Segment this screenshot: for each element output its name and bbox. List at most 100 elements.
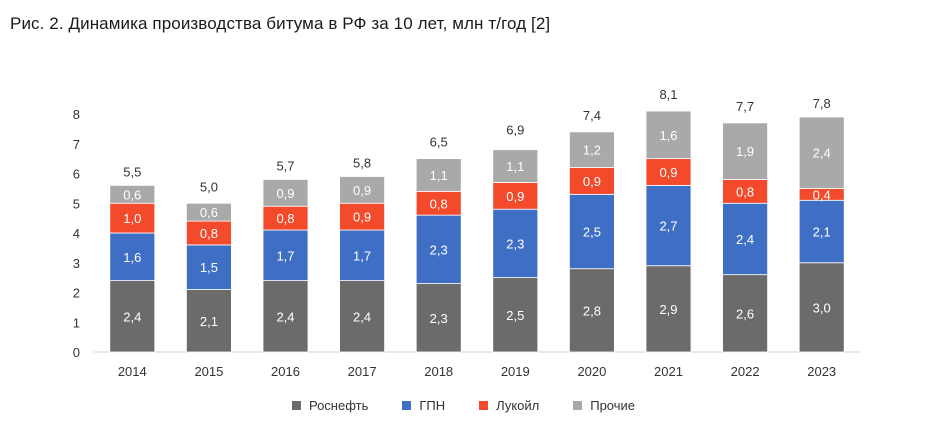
x-tick-label: 2023 [807,364,836,379]
bar-segment-label: 2,5 [506,308,524,323]
bar-segment-label: 3,0 [813,300,831,315]
bar-segment-label: 2,4 [276,309,294,324]
x-tick-label: 2015 [194,364,223,379]
x-axis: 2014 2015 2016 2017 2018 2019 2020 2021 2022 2023 [118,364,836,379]
bar-total-label: 7,8 [813,96,831,111]
bar-segment-label: 0,9 [276,186,294,201]
legend-label: Роснефть [308,398,369,413]
bar-segment [262,280,309,353]
bar-segment-label: 2,4 [353,309,371,324]
bar-segment-label: 2,7 [659,219,677,234]
bar-segment-label: 2,1 [813,225,831,240]
bar-segment-label: 1,5 [200,260,218,275]
legend-label: Прочие [590,398,636,413]
bar-segment-label: 2,4 [736,232,754,247]
legend-item: Роснефть [291,398,369,413]
x-tick-label: 2021 [654,364,683,379]
bar-segment [415,283,462,353]
bar-segment [262,229,309,281]
bar-total-label: 7,7 [736,99,754,114]
bar-segment-label: 0,8 [430,196,448,211]
bar-segment-label: 0,9 [353,210,371,225]
bar-segment [569,131,615,168]
bar-segment [109,184,156,204]
bar-total-label: 7,4 [583,108,601,123]
x-tick-label: 2019 [501,364,530,379]
y-tick-label: 2 [73,286,80,301]
bar-segment-label: 0,4 [813,187,831,202]
bar-segment-label: 2,5 [583,225,601,240]
bar-segment-label: 2,4 [813,146,831,161]
bar-segment-label: 0,9 [583,174,601,189]
chart-title: Рис. 2. Динамика производства битума в Р… [10,14,551,33]
bar-segment [569,193,615,270]
bar-segment-label: 0,9 [506,189,524,204]
bar-total-label: 5,8 [353,155,371,170]
x-tick-label: 2014 [118,364,147,379]
bar-segment-label: 0,8 [276,211,294,226]
bar-total-label: 5,7 [276,158,294,173]
bar-segment-label: 1,6 [659,128,677,143]
bar-segment [339,280,386,353]
y-tick-label: 6 [73,167,80,182]
bar-segment-label: 2,3 [430,311,448,326]
bar-segment-label: 2,9 [659,302,677,317]
bar-segment [492,182,539,210]
bar-segment [339,176,386,204]
bar-segment-label: 1,6 [123,250,141,265]
bar-segment [109,232,156,281]
bar-segment-label: 1,7 [276,248,294,263]
bar-segment-label: 2,6 [736,306,754,321]
bar-segment [645,265,692,353]
x-tick-label: 2020 [577,364,606,379]
legend-item: Прочие [573,398,635,413]
bar-segment [415,214,462,284]
bar-segment-label: 2,3 [430,242,448,257]
legend-item: ГПН [402,398,445,413]
bars-group: 2,4 1,6 1,0 0,6 5,5 2,1 1,5 0,8 0,6 5,0 2,4 1,7 0,8 0… [109,87,845,353]
bar-segment [262,179,309,207]
x-tick-label: 2018 [424,364,453,379]
bar-segment-label: 1,1 [506,159,524,174]
bar-segment [798,116,845,189]
bar-segment [109,202,156,234]
legend-swatch [291,401,301,410]
bar-segment [722,202,768,276]
y-tick-label: 3 [73,256,80,271]
bar-segment [492,149,539,183]
bar-segment [185,289,232,353]
bar-segment-label: 2,1 [200,314,218,329]
bar-total-label: 6,5 [430,135,448,150]
y-tick-label: 7 [73,137,80,152]
bar-total-label: 8,1 [659,87,677,102]
bar-segment [109,280,156,353]
bar-segment-label: 1,9 [736,144,754,159]
legend-label: Лукойл [496,398,540,413]
y-tick-label: 8 [73,107,80,122]
bar-segment [185,202,232,222]
bar-total-label: 6,9 [506,123,524,138]
bar-segment [185,244,232,290]
y-axis: 0 1 2 3 4 5 6 7 8 [73,107,80,360]
x-tick-label: 2016 [271,364,300,379]
legend-item: Лукойл [479,398,539,413]
bar-segment-label: 0,8 [736,184,754,199]
legend-swatch [479,401,489,410]
bar-segment [415,158,462,192]
y-tick-label: 0 [73,345,80,360]
bar-segment [645,184,692,267]
bar-segment-label: 2,8 [583,303,601,318]
bar-segment [492,208,539,279]
x-tick-label: 2017 [348,364,377,379]
bar-segment [722,122,768,180]
bar-segment [339,229,386,281]
bar-segment [569,268,615,353]
bar-segment [492,277,539,353]
bar-segment-label: 0,6 [200,205,218,220]
bar-segment-label: 0,8 [200,226,218,241]
bar-segment [645,158,692,186]
bar-segment [798,199,845,264]
bar-segment-label: 0,9 [353,183,371,198]
bar-segment [798,262,845,353]
